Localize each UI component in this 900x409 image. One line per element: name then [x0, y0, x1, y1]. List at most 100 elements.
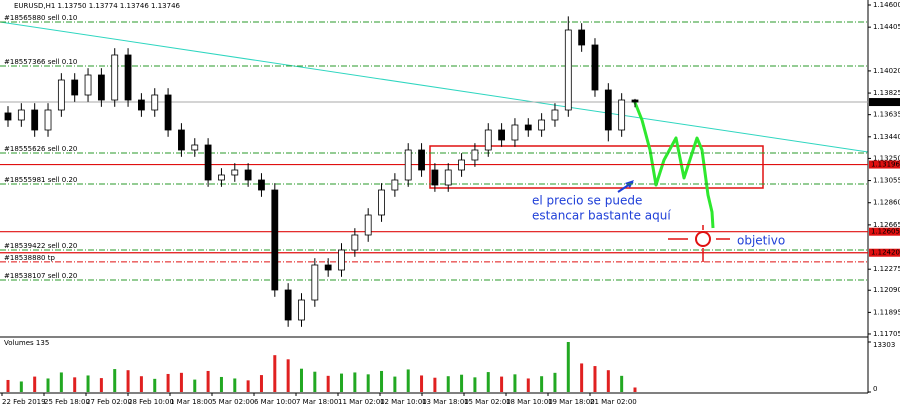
volume-bar — [540, 376, 544, 392]
candle-body — [17, 109, 25, 121]
candle-body — [431, 169, 439, 186]
candle-body — [218, 174, 225, 181]
candle-body — [538, 119, 546, 131]
candle-body — [31, 109, 39, 131]
drawn-path — [632, 99, 715, 229]
volume-bar — [460, 374, 464, 392]
volume-bar — [633, 387, 637, 392]
volume-bar — [246, 380, 250, 392]
x-tick-label: 25 Feb 18:00 — [44, 398, 90, 406]
order-label: #18555981 sell 0.20 — [4, 176, 77, 184]
y-tick-label: 1.12275 — [873, 265, 900, 273]
candle-body — [338, 249, 345, 271]
candle-body — [618, 99, 626, 131]
chart-header: EURUSD,H1 1.13750 1.13774 1.13746 1.1374… — [14, 2, 181, 10]
y-tick-label: 1.11895 — [873, 308, 900, 316]
volume-bar — [73, 377, 77, 392]
x-tick-label: 11 Mar 02:00 — [338, 398, 385, 406]
y-tick-label: 1.13825 — [873, 89, 900, 97]
x-tick-label: 5 Mar 02:00 — [212, 398, 254, 406]
volume-bar — [593, 366, 597, 392]
candle-body — [311, 264, 319, 301]
price-tag-label: 1.13746 — [871, 98, 900, 106]
y-tick-label: 1.14405 — [873, 23, 900, 31]
volume-bar — [6, 379, 10, 392]
volume-bar — [433, 377, 437, 392]
volume-bar — [206, 370, 210, 392]
x-tick-label: 13 Mar 18:00 — [422, 398, 469, 406]
candle-body — [484, 129, 492, 151]
volume-bar — [420, 375, 424, 392]
candle-body — [284, 289, 292, 321]
candle-body — [124, 54, 132, 101]
y-tick-label: 1.12090 — [873, 286, 900, 294]
volume-bar — [486, 372, 490, 392]
volume-tick-label: 13303 — [873, 341, 895, 349]
volume-bar — [620, 375, 624, 392]
volume-bar — [179, 372, 183, 392]
level-tag — [869, 160, 900, 169]
candle-body — [258, 179, 265, 191]
order-label: #18557366 sell 0.10 — [4, 58, 77, 66]
candle-body — [138, 99, 145, 111]
candle-body — [351, 234, 359, 251]
range-box — [429, 145, 764, 189]
order-label: #18555626 sell 0.20 — [4, 145, 77, 153]
candle-body — [458, 159, 465, 171]
candle-body — [378, 189, 385, 216]
volume-bar — [99, 378, 103, 392]
candle-body — [604, 89, 612, 131]
candle-body — [591, 44, 599, 91]
order-label: #18538880 tp — [4, 254, 55, 262]
volume-bar — [139, 376, 143, 392]
candle-body — [524, 124, 532, 131]
volume-bar — [19, 381, 23, 392]
y-tick-label: 1.13440 — [873, 133, 900, 141]
candle-body — [151, 94, 159, 111]
x-tick-label: 28 Feb 10:00 — [128, 398, 174, 406]
level-tag-label: 1.12605 — [871, 228, 900, 236]
volume-bar — [259, 375, 263, 392]
candle-body — [178, 129, 185, 151]
candle-body — [97, 74, 105, 101]
candle-body — [404, 149, 412, 181]
candle-body — [418, 149, 425, 171]
x-tick-label: 27 Feb 02:00 — [86, 398, 132, 406]
candle-body — [631, 99, 639, 103]
candle-body — [298, 299, 305, 321]
candle-body — [231, 169, 239, 176]
x-tick-label: 15 Mar 02:00 — [464, 398, 511, 406]
candle-body — [498, 129, 505, 141]
y-tick-label: 1.11705 — [873, 330, 900, 338]
volume-bar — [380, 370, 384, 392]
volume-bar — [193, 379, 197, 392]
volume-bar — [393, 376, 397, 392]
y-tick-label: 1.12860 — [873, 199, 900, 207]
volume-bar — [33, 376, 37, 392]
candle-body — [391, 179, 399, 191]
volume-bar — [606, 370, 610, 392]
candle-body — [244, 169, 252, 181]
x-tick-label: 22 Feb 2019 — [2, 398, 46, 406]
candle-body — [4, 112, 12, 121]
volume-bar — [166, 373, 170, 392]
volume-bar — [233, 378, 237, 392]
candle-body — [111, 54, 119, 101]
candle-body — [71, 79, 79, 96]
volume-bar — [526, 378, 530, 392]
level-tag — [869, 248, 900, 257]
volume-bar — [299, 368, 303, 392]
volume-bar — [113, 369, 117, 392]
level-tag — [869, 227, 900, 236]
y-tick-label: 1.14020 — [873, 67, 900, 75]
x-tick-label: 7 Mar 18:00 — [296, 398, 338, 406]
volume-bar — [500, 376, 504, 392]
order-label: #18538107 sell 0.20 — [4, 272, 77, 280]
volume-bar — [406, 369, 410, 392]
annotation: el precio se puede — [532, 194, 642, 208]
volume-bar — [366, 374, 370, 392]
volume-bar — [46, 378, 50, 392]
candle-body — [564, 29, 572, 111]
x-tick-label: 12 Mar 10:00 — [380, 398, 427, 406]
